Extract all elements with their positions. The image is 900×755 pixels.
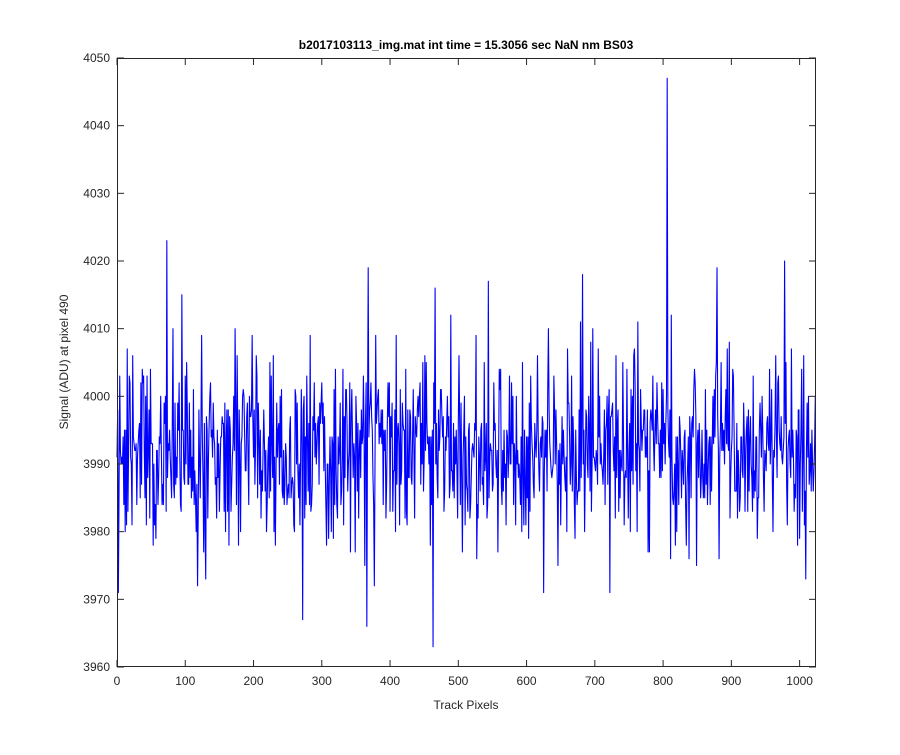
signal-series-line	[116, 77, 816, 648]
chart-title: b2017103113_img.mat int time = 15.3056 s…	[299, 38, 634, 52]
y-tick-label: 3980	[83, 525, 110, 539]
x-tick-label: 600	[517, 674, 537, 688]
series-layer	[116, 77, 816, 648]
x-tick-label: 0	[114, 674, 121, 688]
y-tick-label: 3970	[83, 592, 110, 606]
x-tick-label: 400	[380, 674, 400, 688]
x-tick-label: 200	[244, 674, 264, 688]
x-tick-label: 300	[312, 674, 332, 688]
x-tick-label: 100	[175, 674, 195, 688]
y-axis-title: Signal (ADU) at pixel 490	[57, 294, 71, 429]
y-tick-label: 4040	[83, 119, 110, 133]
x-tick-label: 900	[721, 674, 741, 688]
y-tick-label: 3960	[83, 660, 110, 674]
y-tick-label: 3990	[83, 457, 110, 471]
y-tick-label: 4020	[83, 254, 110, 268]
y-tick-label: 4030	[83, 186, 110, 200]
y-tick-label: 4000	[83, 389, 110, 403]
x-tick-label: 1000	[786, 674, 813, 688]
x-axis-title: Track Pixels	[434, 698, 499, 712]
y-tick-label: 4050	[83, 51, 110, 65]
x-tick-label: 500	[448, 674, 468, 688]
axes-box	[117, 58, 816, 667]
x-tick-label: 800	[653, 674, 673, 688]
axes-layer: 0 100 200 300 400 500 600 700 800 900 1000 3960 3970…	[83, 51, 816, 688]
x-tick-label: 700	[585, 674, 605, 688]
plot-background	[117, 58, 816, 667]
y-tick-label: 4010	[83, 322, 110, 336]
